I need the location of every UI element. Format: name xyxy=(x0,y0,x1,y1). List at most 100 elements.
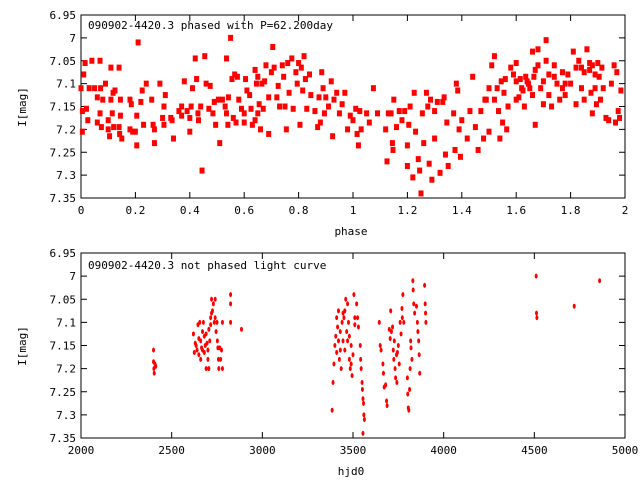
data-point xyxy=(383,126,389,133)
data-point xyxy=(445,162,451,169)
data-point xyxy=(160,114,166,121)
data-point xyxy=(359,356,363,362)
data-point xyxy=(429,176,435,183)
x-tick-label: 1.6 xyxy=(506,204,526,217)
data-point xyxy=(211,98,217,105)
data-point xyxy=(472,124,478,131)
data-point xyxy=(330,407,334,413)
data-point xyxy=(260,105,266,112)
data-point xyxy=(404,162,410,169)
data-point xyxy=(360,380,364,385)
data-point xyxy=(513,60,519,67)
data-point xyxy=(388,336,392,342)
data-point xyxy=(339,366,343,372)
data-point xyxy=(277,103,283,110)
data-point xyxy=(428,96,434,103)
data-point xyxy=(370,85,376,92)
data-point xyxy=(199,356,203,362)
data-point xyxy=(256,101,262,108)
data-point xyxy=(259,80,265,87)
data-point xyxy=(94,94,100,101)
data-point xyxy=(230,114,236,121)
data-point xyxy=(220,347,224,353)
data-point xyxy=(530,48,536,55)
data-point xyxy=(326,103,332,110)
data-point xyxy=(349,343,353,348)
data-point xyxy=(387,326,391,332)
data-point xyxy=(418,370,422,376)
data-point xyxy=(224,110,230,117)
y-tick-label: 7.3 xyxy=(56,169,76,182)
data-point xyxy=(275,82,281,89)
data-point xyxy=(338,347,342,353)
data-point xyxy=(411,287,415,293)
data-point xyxy=(350,117,356,124)
data-point xyxy=(603,114,609,121)
data-point xyxy=(349,361,353,367)
data-point xyxy=(496,108,502,115)
data-point xyxy=(359,366,363,372)
data-point xyxy=(332,361,336,367)
x-tick-label: 4500 xyxy=(521,444,548,457)
data-point xyxy=(568,80,574,87)
data-point xyxy=(207,82,213,89)
y-tick-label: 7.15 xyxy=(50,340,77,353)
data-point xyxy=(85,117,91,124)
data-point xyxy=(538,85,544,92)
data-point xyxy=(527,85,533,92)
data-point xyxy=(532,121,538,128)
x-tick-label: 0.6 xyxy=(234,204,254,217)
data-point xyxy=(546,92,552,99)
x-tick-label: 0.4 xyxy=(180,204,200,217)
data-point xyxy=(141,121,147,128)
y-tick-label: 7.15 xyxy=(50,101,77,114)
data-point xyxy=(456,126,462,133)
data-point xyxy=(154,363,158,369)
data-point xyxy=(289,55,295,62)
data-point xyxy=(337,356,341,362)
data-point xyxy=(358,343,362,348)
data-point xyxy=(107,133,113,140)
data-point xyxy=(573,101,579,108)
data-point xyxy=(232,71,238,78)
data-point xyxy=(79,128,85,135)
data-point xyxy=(268,69,274,76)
data-point xyxy=(271,64,277,71)
data-point xyxy=(225,94,231,101)
data-point xyxy=(517,76,523,83)
data-point xyxy=(282,103,288,110)
x-tick-label: 0.8 xyxy=(289,204,309,217)
data-point xyxy=(374,110,380,117)
data-point xyxy=(117,96,123,103)
data-point xyxy=(573,64,579,71)
data-point xyxy=(551,62,557,69)
data-point xyxy=(315,124,321,131)
data-point xyxy=(195,347,199,353)
data-point xyxy=(570,48,576,55)
y-tick-label: 7.25 xyxy=(50,386,77,399)
data-point xyxy=(127,126,133,133)
phased-plot-ylabel: I[mag] xyxy=(16,87,29,127)
data-point xyxy=(152,347,156,353)
data-point xyxy=(562,80,568,87)
data-point xyxy=(401,292,405,298)
data-point xyxy=(217,366,221,372)
data-point xyxy=(339,101,345,108)
data-point xyxy=(143,80,149,87)
data-point xyxy=(283,126,289,133)
data-point xyxy=(346,338,350,344)
y-tick-label: 6.95 xyxy=(50,9,77,22)
data-point xyxy=(432,108,438,115)
data-point xyxy=(364,110,370,117)
unphased-plot-frame xyxy=(80,252,626,439)
data-point xyxy=(592,71,598,78)
data-point xyxy=(344,296,348,302)
data-point xyxy=(396,343,400,348)
data-point xyxy=(415,156,421,163)
data-point xyxy=(346,301,350,307)
data-point xyxy=(540,78,546,85)
y-tick-label: 7.2 xyxy=(56,363,76,376)
data-point xyxy=(255,73,261,80)
data-point xyxy=(229,76,235,83)
data-point xyxy=(353,315,357,321)
